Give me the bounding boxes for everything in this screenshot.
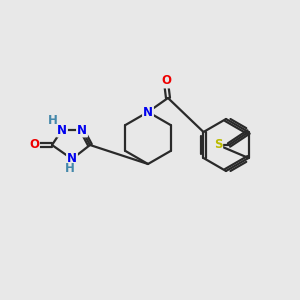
- Text: O: O: [29, 139, 39, 152]
- Text: H: H: [65, 163, 75, 176]
- Text: O: O: [161, 74, 171, 88]
- Text: H: H: [48, 115, 58, 128]
- Text: N: N: [143, 106, 153, 118]
- Text: N: N: [67, 152, 77, 166]
- Text: S: S: [214, 139, 222, 152]
- Text: N: N: [77, 124, 87, 136]
- Text: N: N: [57, 124, 67, 136]
